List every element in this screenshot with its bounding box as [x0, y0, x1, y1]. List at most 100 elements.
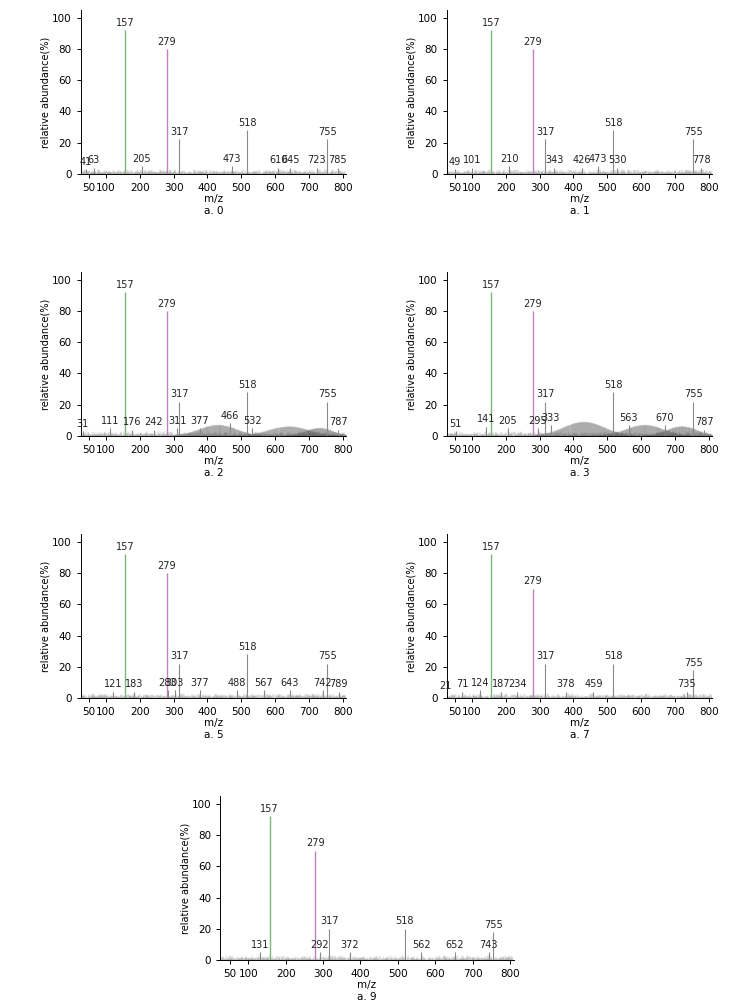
Text: 610: 610 [269, 155, 288, 165]
Text: 785: 785 [328, 155, 347, 165]
Text: 488: 488 [228, 678, 247, 688]
Text: 530: 530 [608, 155, 627, 165]
Text: 157: 157 [482, 280, 501, 290]
Text: 311: 311 [168, 416, 186, 426]
Text: 518: 518 [604, 651, 622, 661]
Text: 41: 41 [80, 157, 92, 167]
Text: 295: 295 [528, 416, 548, 426]
Text: 279: 279 [157, 37, 176, 47]
Text: 755: 755 [318, 389, 337, 399]
Text: 518: 518 [604, 118, 622, 128]
Y-axis label: relative abundance(%): relative abundance(%) [40, 36, 51, 148]
Text: 131: 131 [250, 940, 269, 950]
Text: 157: 157 [261, 804, 279, 814]
Text: 292: 292 [310, 940, 330, 950]
Text: 372: 372 [341, 940, 360, 950]
Text: 459: 459 [584, 679, 603, 689]
Text: 210: 210 [500, 154, 518, 164]
Text: 378: 378 [557, 679, 575, 689]
Text: 789: 789 [330, 679, 348, 689]
Text: 157: 157 [116, 542, 134, 552]
Text: 643: 643 [280, 678, 299, 688]
Text: 652: 652 [446, 940, 464, 950]
Text: 518: 518 [604, 380, 622, 390]
Text: 279: 279 [523, 576, 542, 586]
Text: 567: 567 [255, 678, 273, 688]
Y-axis label: relative abundance(%): relative abundance(%) [407, 298, 417, 410]
Text: 343: 343 [545, 155, 564, 165]
Text: 279: 279 [306, 838, 324, 848]
Text: 473: 473 [589, 154, 607, 164]
X-axis label: m/z
a. 7: m/z a. 7 [570, 718, 589, 740]
Text: 279: 279 [523, 37, 542, 47]
Text: 303: 303 [165, 678, 184, 688]
Text: 234: 234 [508, 679, 526, 689]
X-axis label: m/z
a. 2: m/z a. 2 [203, 456, 223, 478]
X-axis label: m/z
a. 1: m/z a. 1 [570, 194, 589, 216]
Text: 743: 743 [479, 940, 498, 950]
Y-axis label: relative abundance(%): relative abundance(%) [40, 560, 51, 672]
Text: 518: 518 [238, 380, 257, 390]
Text: 333: 333 [542, 413, 560, 423]
Text: 787: 787 [329, 417, 347, 427]
Text: 518: 518 [238, 118, 257, 128]
Text: 317: 317 [536, 389, 555, 399]
Text: 645: 645 [281, 155, 299, 165]
Text: 755: 755 [318, 127, 337, 137]
Text: 755: 755 [484, 920, 503, 930]
Text: 563: 563 [619, 413, 638, 423]
Text: 778: 778 [692, 155, 711, 165]
Y-axis label: relative abundance(%): relative abundance(%) [40, 298, 51, 410]
Text: 426: 426 [573, 155, 592, 165]
Text: 71: 71 [456, 679, 468, 689]
Text: 121: 121 [104, 679, 123, 689]
Text: 787: 787 [695, 417, 713, 427]
Text: 755: 755 [684, 389, 702, 399]
Text: 755: 755 [684, 127, 702, 137]
Text: 317: 317 [170, 651, 189, 661]
Text: 101: 101 [463, 155, 482, 165]
X-axis label: m/z
a. 3: m/z a. 3 [570, 456, 589, 478]
Text: 532: 532 [243, 416, 261, 426]
Text: 317: 317 [536, 127, 555, 137]
Text: 31: 31 [76, 419, 89, 429]
Text: 51: 51 [449, 419, 462, 429]
Text: 157: 157 [482, 542, 501, 552]
Text: 518: 518 [396, 916, 414, 926]
Text: 279: 279 [157, 561, 176, 571]
Text: 562: 562 [412, 940, 430, 950]
Y-axis label: relative abundance(%): relative abundance(%) [180, 822, 190, 934]
Text: 742: 742 [313, 678, 333, 688]
Text: 157: 157 [116, 18, 134, 28]
Text: 183: 183 [125, 679, 143, 689]
Text: 124: 124 [471, 678, 490, 688]
Text: 205: 205 [498, 416, 517, 426]
X-axis label: m/z
a. 5: m/z a. 5 [203, 718, 223, 740]
Text: 21: 21 [439, 681, 451, 691]
Text: 205: 205 [132, 154, 151, 164]
Text: 473: 473 [223, 154, 241, 164]
X-axis label: m/z
a. 0: m/z a. 0 [203, 194, 223, 216]
Text: 279: 279 [523, 299, 542, 309]
Text: 49: 49 [448, 157, 461, 167]
Y-axis label: relative abundance(%): relative abundance(%) [407, 36, 417, 148]
Text: 755: 755 [684, 658, 702, 668]
Text: 755: 755 [318, 651, 337, 661]
Text: 670: 670 [655, 413, 674, 423]
Text: 317: 317 [170, 127, 189, 137]
X-axis label: m/z
a. 9: m/z a. 9 [357, 980, 377, 1000]
Text: 377: 377 [190, 678, 209, 688]
Text: 279: 279 [157, 299, 176, 309]
Text: 242: 242 [145, 417, 164, 427]
Text: 723: 723 [308, 155, 326, 165]
Text: 518: 518 [238, 642, 257, 652]
Text: 111: 111 [101, 416, 119, 426]
Text: 157: 157 [116, 280, 134, 290]
Text: 141: 141 [477, 414, 495, 424]
Y-axis label: relative abundance(%): relative abundance(%) [407, 560, 417, 672]
Text: 63: 63 [87, 155, 100, 165]
Text: 466: 466 [220, 411, 239, 421]
Text: 187: 187 [493, 679, 511, 689]
Text: 176: 176 [123, 417, 141, 427]
Text: 317: 317 [536, 651, 555, 661]
